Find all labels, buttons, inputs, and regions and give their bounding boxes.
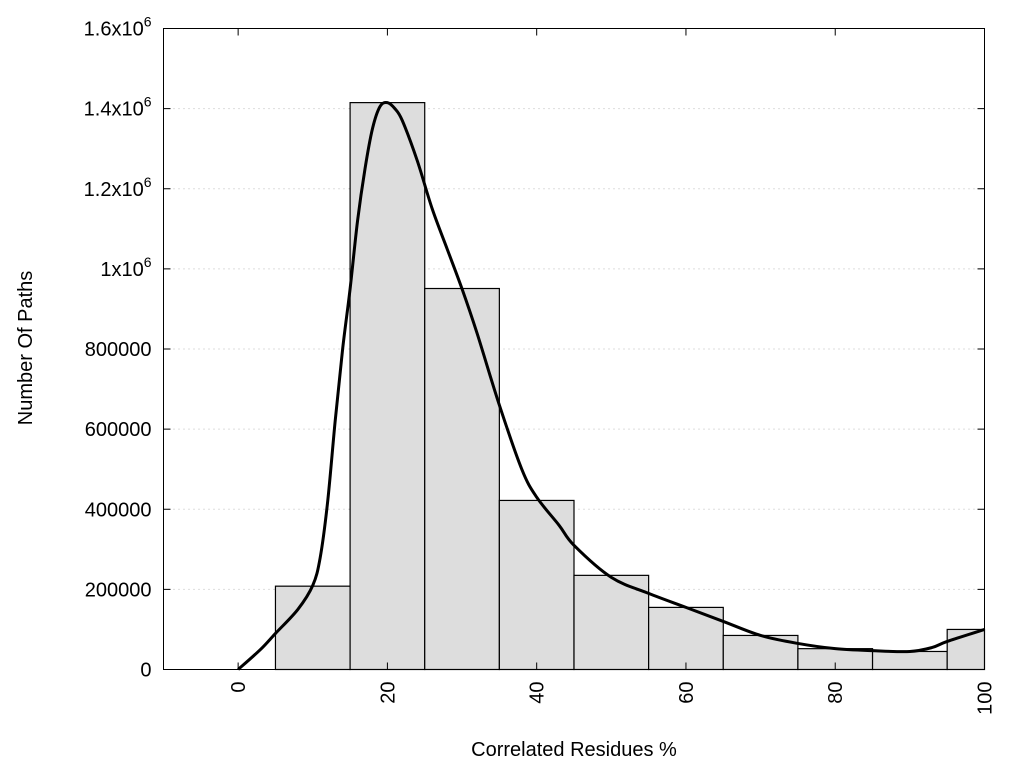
histogram-bar xyxy=(349,102,426,671)
density-curve-group xyxy=(237,100,985,671)
x-axis-ticks: 0 20 40 60 80 100 xyxy=(228,28,997,715)
x-tick-label: 40 xyxy=(527,682,549,704)
histogram-bar xyxy=(871,650,948,671)
x-tick-label: 60 xyxy=(676,682,698,704)
y-tick-label: 800000 xyxy=(85,339,152,361)
x-tick-label: 80 xyxy=(825,682,847,704)
y-axis-label: Number Of Paths xyxy=(15,271,37,426)
x-tick-label: 20 xyxy=(377,682,399,704)
y-axis-ticks: 0 200000 400000 600000 800000 1x106 1.2x106 1.4… xyxy=(84,14,985,682)
histogram-bar xyxy=(498,499,575,671)
histogram-bar xyxy=(274,585,351,671)
histogram-bar xyxy=(424,287,500,671)
y-tick-label: 1.6x106 xyxy=(84,14,152,41)
y-tick-label: 1.4x106 xyxy=(84,94,152,121)
y-tick-label: 1x106 xyxy=(100,254,151,281)
y-tick-label: 400000 xyxy=(85,499,152,521)
y-tick-label: 1.2x106 xyxy=(84,174,152,201)
density-curve xyxy=(237,100,985,671)
x-tick-label: 100 xyxy=(975,682,997,715)
y-tick-label: 200000 xyxy=(85,579,152,601)
y-tick-label: 0 xyxy=(140,660,151,682)
x-axis-label: Correlated Residues % xyxy=(471,739,677,761)
x-tick-label: 0 xyxy=(228,682,250,693)
bars xyxy=(274,102,986,671)
y-tick-label: 600000 xyxy=(85,419,152,441)
